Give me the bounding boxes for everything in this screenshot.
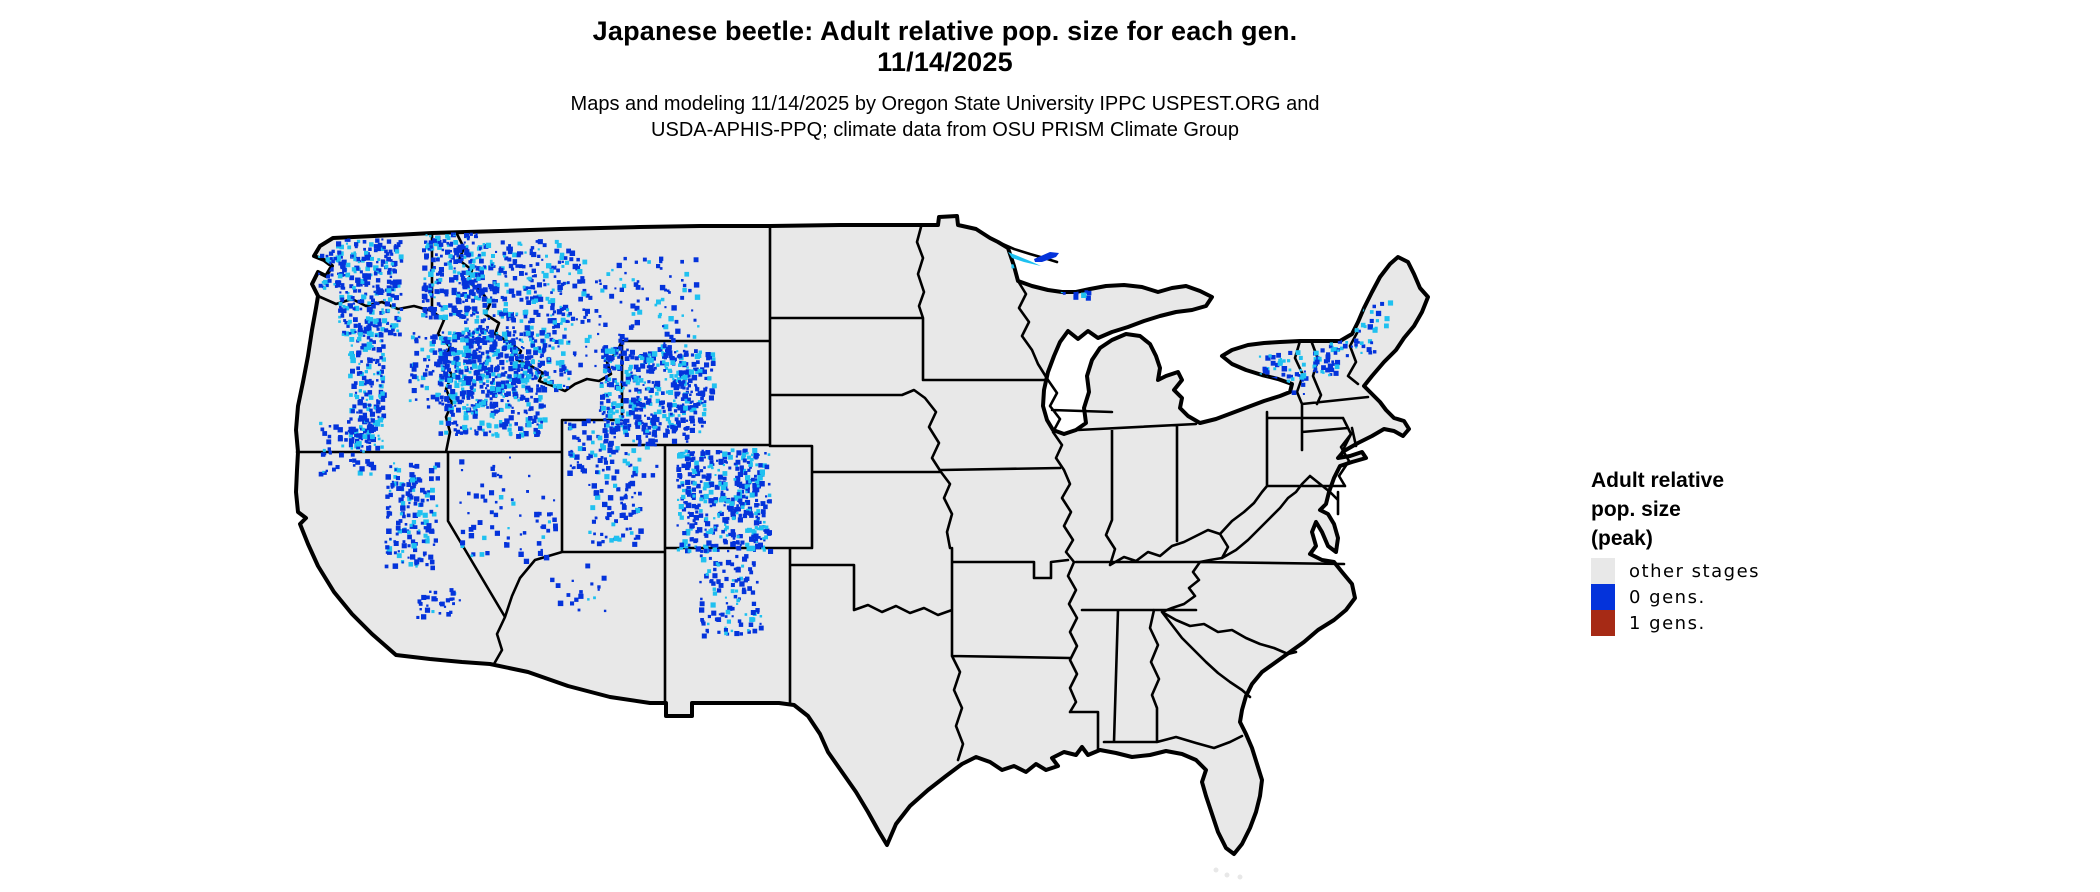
us-landmass (294, 214, 1430, 856)
legend-title-line2: pop. size (1591, 498, 1681, 521)
legend-swatch-1-gens (1591, 610, 1615, 636)
lake-superior-shore-gen0-light (1008, 252, 1041, 266)
legend-row-1-gens: 1 gens. (1591, 610, 1821, 636)
map-subtitle-line2: USDA-APHIS-PPQ; climate data from OSU PR… (651, 119, 1239, 141)
legend-label-1-gens: 1 gens. (1629, 612, 1706, 634)
legend-row-0-gens: 0 gens. (1591, 584, 1821, 610)
legend-label-other-stages: other stages (1629, 560, 1761, 582)
map-subtitle: Maps and modeling 11/14/2025 by Oregon S… (245, 91, 1645, 143)
map-title-date: 11/14/2025 (877, 47, 1013, 77)
map-title-line1: Japanese beetle: Adult relative pop. siz… (592, 16, 1298, 46)
gen0-raster-speckles (317, 232, 1394, 639)
map-legend: Adult relative pop. size (peak) other st… (1591, 466, 1821, 636)
map-title: Japanese beetle: Adult relative pop. siz… (245, 16, 1645, 78)
legend-title-line3: (peak) (1591, 527, 1653, 550)
legend-swatch-0-gens (1591, 584, 1615, 610)
florida-keys (1213, 867, 1243, 880)
legend-swatch-other-stages (1591, 558, 1615, 584)
legend-row-other-stages: other stages (1591, 558, 1821, 584)
legend-title-line1: Adult relative (1591, 469, 1725, 492)
map-subtitle-line1: Maps and modeling 11/14/2025 by Oregon S… (570, 93, 1320, 115)
legend-items: other stages 0 gens. 1 gens. (1591, 558, 1821, 636)
isle-royale-gen0 (1034, 252, 1059, 262)
legend-label-0-gens: 0 gens. (1629, 586, 1706, 608)
